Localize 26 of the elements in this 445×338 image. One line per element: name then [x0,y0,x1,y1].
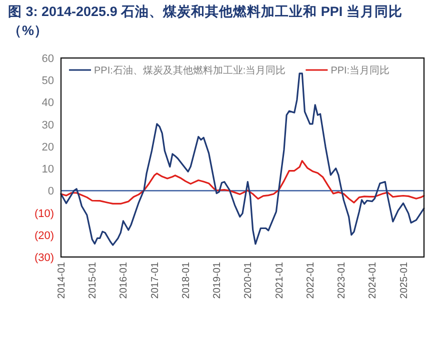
y-tick-label: 50 [42,75,54,88]
x-tick-label: 2015-01 [88,262,99,299]
x-tick-label: 2023-01 [336,262,348,299]
line-series [60,160,425,205]
y-tick-label: 30 [42,119,54,132]
x-tick-label: 2016-01 [118,262,130,299]
y-tick-label: 20 [42,141,54,154]
y-tick-label: 60 [42,53,54,65]
x-tick-label: 2025-01 [398,262,410,299]
y-tick-label: 40 [42,97,54,110]
chart-title: 图 3: 2014-2025.9 石油、煤炭和其他燃料加工业和 PPI 当月同比（%） [8,3,404,40]
x-tick-label: 2017-01 [150,262,161,299]
y-tick-label: (10) [34,208,54,220]
x-tick-label: 2024-01 [368,262,379,299]
x-tick-label: 2019-01 [212,262,224,299]
x-tick-label: 2022-01 [305,262,316,299]
legend-label: PPI:当月同比 [330,64,390,76]
y-tick-label: (20) [34,230,54,242]
x-tick-label: 2021-01 [274,262,286,299]
y-tick-label: 10 [42,164,54,176]
x-tick-label: 2020-01 [243,262,254,299]
x-tick-label: 2018-01 [180,262,192,299]
y-tick-label: 0 [48,186,54,198]
x-tick-label: 2014-01 [56,262,68,299]
y-tick-label: (30) [34,252,54,264]
legend-label: PPI:石油、煤炭及其他燃料加工业:当月同比 [94,64,286,76]
